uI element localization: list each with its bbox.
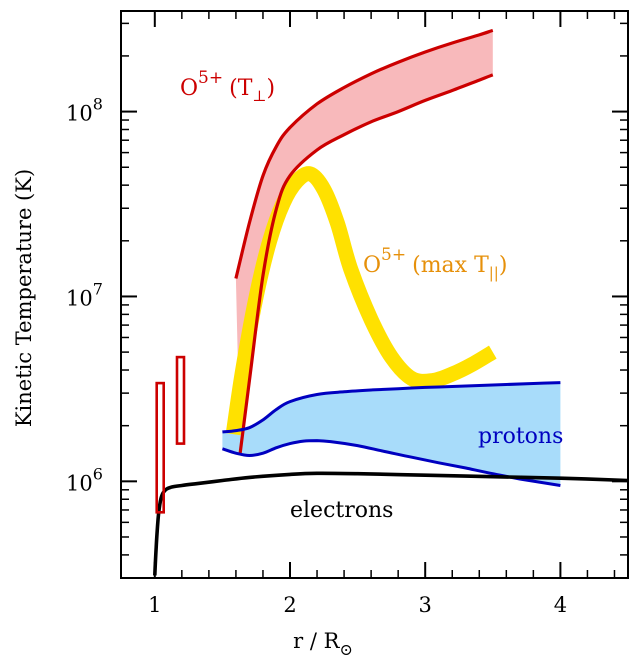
- x-tick-label: 1: [148, 593, 161, 617]
- protons-upper-line: [222, 381, 561, 434]
- y-tick-label: 107: [66, 279, 103, 310]
- uvcs-bar-1: [155, 381, 165, 514]
- axis-tick-labels: 1 2 3 4 106 107 108: [66, 95, 567, 617]
- axis-ticks: [121, 11, 628, 579]
- x-tick-label: 3: [419, 593, 432, 617]
- o5-perp-lower-line: [238, 73, 494, 455]
- x-axis-title: r / R⊙: [293, 629, 353, 659]
- plot-frame: [120, 10, 629, 579]
- electrons-label: electrons: [290, 498, 393, 523]
- uvcs-bar-2: [175, 355, 186, 445]
- o5-perp-label: O5+ (T⊥): [180, 68, 275, 105]
- y-tick-label: 106: [66, 464, 103, 495]
- o5-perp-band-fill: [235, 30, 493, 455]
- x-tick-label: 2: [283, 593, 296, 617]
- y-axis-title: Kinetic Temperature (K): [12, 169, 36, 427]
- y-tick-label: 108: [66, 95, 103, 126]
- curve-lines: [153, 28, 628, 576]
- o5-par-label: O5+ (max T||): [363, 245, 507, 282]
- electrons-line: [153, 471, 628, 576]
- x-tick-label: 4: [554, 593, 567, 617]
- uvcs-bars: [155, 355, 186, 514]
- protons-band-fill: [222, 382, 561, 486]
- protons-label: protons: [478, 424, 563, 449]
- band-fills: [222, 30, 561, 486]
- protons-lower-line: [221, 439, 561, 487]
- o5-perp-upper-line: [234, 28, 494, 279]
